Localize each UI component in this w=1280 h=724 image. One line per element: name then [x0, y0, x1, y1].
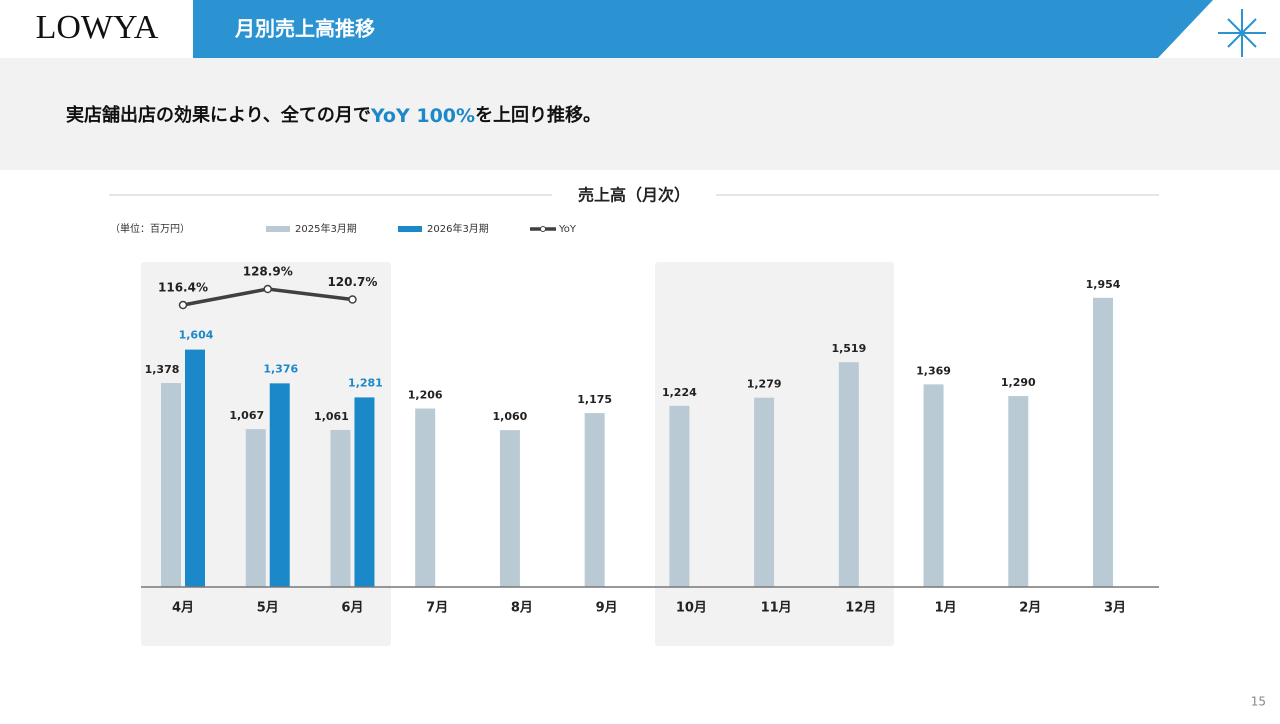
- legend-swatch: [540, 226, 546, 232]
- bar: [269, 383, 290, 587]
- bar: [185, 349, 205, 587]
- x-tick-label: 3月: [1104, 601, 1126, 616]
- value-label: 1,376: [263, 362, 298, 375]
- value-label: 1,224: [662, 386, 697, 399]
- page-title: 月別売上高推移: [234, 17, 375, 41]
- star-icon: [1218, 9, 1266, 57]
- value-label: 1,206: [408, 389, 443, 402]
- bar: [669, 405, 690, 587]
- bar: [1008, 396, 1029, 587]
- highlight-panel: [655, 262, 894, 646]
- subtitle-part: を上回り推移。: [475, 104, 601, 126]
- subtitle-highlight: YoY 100%: [370, 105, 475, 127]
- bar: [415, 408, 436, 587]
- yoy-label: 120.7%: [327, 275, 377, 289]
- logo: LOWYA: [36, 9, 159, 46]
- unit-label: （単位：百万円）: [110, 222, 190, 235]
- value-label: 1,279: [747, 378, 782, 391]
- value-label: 1,067: [229, 409, 264, 422]
- subtitle-band: [0, 58, 1280, 170]
- bar: [499, 430, 520, 587]
- x-tick-label: 12月: [845, 601, 876, 616]
- legend-label: 2026年3月期: [427, 222, 489, 235]
- yoy-label: 116.4%: [158, 281, 208, 295]
- value-label: 1,519: [831, 342, 866, 355]
- bar: [354, 397, 375, 587]
- yoy-point: [263, 284, 272, 294]
- bar: [923, 384, 944, 587]
- value-label: 1,954: [1086, 278, 1121, 291]
- value-label: 1,060: [493, 410, 528, 423]
- bar: [754, 397, 775, 587]
- bar: [245, 429, 266, 587]
- bar: [584, 413, 605, 587]
- x-tick-label: 5月: [257, 601, 279, 616]
- x-tick-label: 7月: [426, 601, 448, 616]
- x-tick-label: 6月: [341, 601, 363, 616]
- value-label: 1,378: [145, 363, 180, 376]
- subtitle-part: 実店舗出店の効果により、全ての月で: [66, 104, 371, 126]
- legend-label: YoY: [558, 224, 577, 235]
- legend-swatch: [398, 226, 422, 232]
- yoy-label: 128.9%: [243, 265, 293, 279]
- yoy-point: [348, 295, 357, 304]
- x-tick-label: 10月: [676, 601, 707, 616]
- page-number: 15: [1251, 695, 1266, 709]
- bar: [1093, 297, 1114, 587]
- legend-label: 2025年3月期: [295, 222, 357, 235]
- x-tick-label: 2月: [1019, 601, 1041, 616]
- value-label: 1,281: [348, 376, 383, 389]
- value-label: 1,369: [916, 364, 951, 377]
- value-label: 1,175: [577, 393, 612, 406]
- x-tick-label: 4月: [172, 601, 194, 616]
- title-bar: [193, 0, 1213, 58]
- bar: [161, 383, 181, 587]
- x-tick-label: 11月: [761, 601, 792, 616]
- bar: [838, 362, 859, 587]
- chart-title: 売上高（月次）: [578, 186, 690, 205]
- subtitle: 実店舗出店の効果により、全ての月でYoY 100%を上回り推移。: [66, 104, 601, 127]
- x-tick-label: 1月: [935, 601, 957, 616]
- value-label: 1,290: [1001, 376, 1036, 389]
- yoy-point: [178, 300, 188, 310]
- bar: [330, 429, 351, 587]
- x-tick-label: 8月: [511, 601, 533, 616]
- value-label: 1,604: [179, 329, 214, 342]
- x-tick-label: 9月: [596, 601, 618, 616]
- value-label: 1,061: [314, 410, 349, 423]
- legend-swatch: [266, 226, 290, 232]
